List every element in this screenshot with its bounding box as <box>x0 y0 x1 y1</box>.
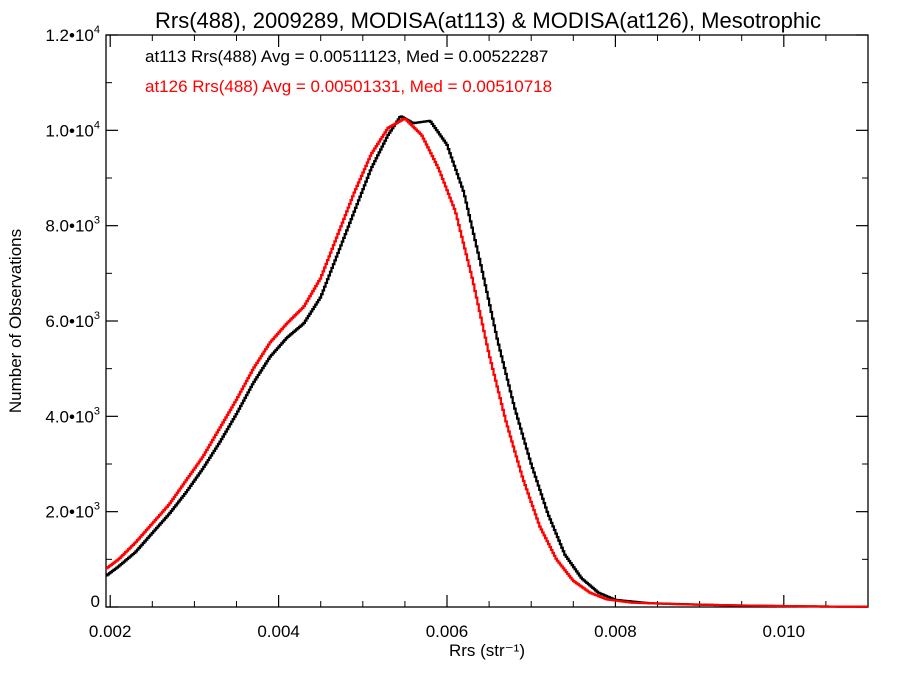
y-tick-label-4: 8.0•103 <box>45 215 100 236</box>
y-tick-label-3: 6.0•103 <box>45 310 100 331</box>
y-tick-label-5: 1.0•104 <box>45 119 100 140</box>
x-tick-label-4: 0.010 <box>763 622 806 641</box>
y-tick-label-0: 0 <box>91 592 100 611</box>
x-tick-label-0: 0.002 <box>89 622 132 641</box>
x-tick-label-2: 0.006 <box>426 622 469 641</box>
legend-entry-at113: at113 Rrs(488) Avg = 0.00511123, Med = 0… <box>145 47 548 66</box>
y-tick-label-2: 4.0•103 <box>45 405 100 426</box>
series-group <box>106 115 868 608</box>
legend-entry-at126: at126 Rrs(488) Avg = 0.00501331, Med = 0… <box>145 77 552 96</box>
chart-title: Rrs(488), 2009289, MODISA(at113) & MODIS… <box>155 8 821 33</box>
x-axis-ticks: 0.002 0.004 0.006 0.008 0.010 <box>89 35 827 641</box>
y-tick-label-1: 2.0•103 <box>45 501 100 522</box>
y-axis-label: Number of Observations <box>6 229 25 413</box>
plot-frame <box>105 34 869 608</box>
x-tick-label-1: 0.004 <box>257 622 300 641</box>
x-tick-label-3: 0.008 <box>594 622 637 641</box>
series-at126-line <box>106 117 868 608</box>
y-tick-label-6: 1.2•104 <box>45 24 100 45</box>
y-axis-ticks: 0 2.0•103 4.0•103 6.0•103 8.0•103 1.0•104 1.2•… <box>45 24 868 611</box>
series-at113-line <box>106 115 868 608</box>
x-axis-label: Rrs (str⁻¹) <box>449 641 525 660</box>
